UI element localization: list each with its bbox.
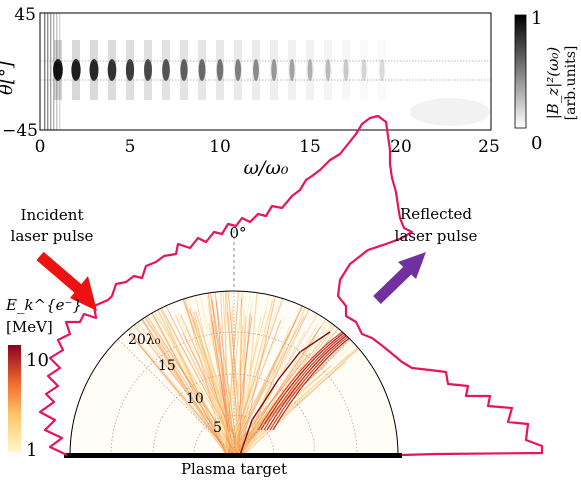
spectrum-colorbar-label: |B_z|²(ω₀) bbox=[544, 47, 562, 120]
radial-label: 10 bbox=[186, 391, 204, 407]
spectrum-x-tick: 0 bbox=[35, 137, 46, 157]
spectrum-y-axis-label: θ[°] bbox=[0, 60, 17, 95]
energy-colorbar-tick-top: 10 bbox=[26, 350, 49, 371]
plasma-target-label: Plasma target bbox=[181, 460, 287, 478]
energy-colorbar-symbol: E_k^{e⁻} bbox=[5, 296, 82, 314]
spectrum-colorbar-units: [arb.units] bbox=[563, 46, 579, 121]
spectrum-image bbox=[44, 13, 490, 130]
spectrum-colorbar-tick-bottom: 0 bbox=[531, 133, 542, 154]
incident-label-line1: Incident bbox=[21, 206, 84, 224]
spectrum-x-tick: 5 bbox=[125, 137, 136, 157]
spectrum-y-tick-bottom: −45 bbox=[2, 121, 38, 141]
spectrum-x-tick: 25 bbox=[478, 137, 500, 157]
angular-emission-envelope bbox=[38, 114, 544, 457]
radial-label: 15 bbox=[158, 358, 176, 374]
plasma-target-bar bbox=[64, 453, 402, 458]
energy-colorbar-tick-bottom: 1 bbox=[26, 440, 37, 461]
incident-arrow bbox=[36, 251, 97, 311]
spectrum-panel: θ[°] 45 −45 0 5 10 15 20 25 ω/ω₀ 1 0 |B_… bbox=[0, 5, 579, 179]
polar-grid bbox=[110, 291, 358, 456]
radial-label: 20λ₀ bbox=[128, 332, 161, 348]
reflected-label-line1: Reflected bbox=[400, 205, 472, 223]
spectrum-colorbar-tick-top: 1 bbox=[531, 8, 542, 29]
spectrum-x-tick: 15 bbox=[299, 137, 321, 157]
incident-arrow-shaft bbox=[36, 251, 86, 297]
polar-outer-arc bbox=[69, 290, 399, 456]
spectrum-y-tick-top: 45 bbox=[14, 5, 36, 25]
energy-colorbar bbox=[8, 345, 21, 452]
incident-arrow-head bbox=[70, 276, 97, 311]
reflected-arrow bbox=[373, 252, 426, 304]
reflected-label-line2: laser pulse bbox=[395, 227, 478, 245]
reflected-arrow-shaft bbox=[373, 264, 414, 304]
spectrum-x-axis-label: ω/ω₀ bbox=[243, 157, 288, 179]
spectrum-x-tick: 20 bbox=[390, 137, 412, 157]
spectrum-colorbar bbox=[514, 14, 527, 129]
electron-map: 0° 20λ₀ 15 10 5 Plasma target bbox=[64, 224, 402, 478]
incident-label-line2: laser pulse bbox=[11, 227, 94, 245]
energy-colorbar-group: E_k^{e⁻} [MeV] 10 1 bbox=[5, 296, 82, 461]
radial-label: 5 bbox=[213, 420, 222, 436]
zero-angle-label: 0° bbox=[229, 224, 246, 242]
energy-colorbar-units: [MeV] bbox=[6, 318, 53, 336]
spectrum-x-tick: 10 bbox=[209, 137, 231, 157]
reflected-arrow-head bbox=[398, 252, 426, 279]
